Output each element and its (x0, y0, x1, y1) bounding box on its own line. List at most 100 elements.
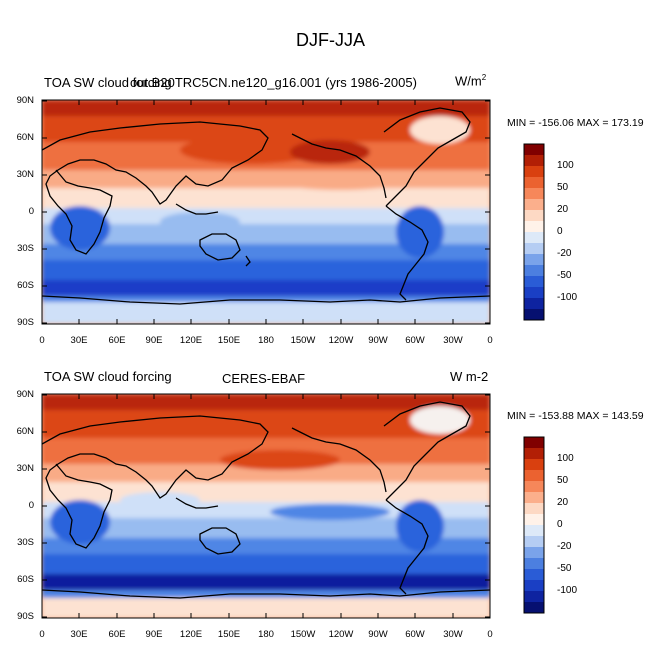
colorbar-swatch (524, 232, 544, 244)
colorbar-swatch (524, 188, 544, 200)
p2-lat-label: 90S (17, 611, 34, 622)
p1-lon-label: 150W (290, 335, 316, 346)
p1-lon-label: 0 (39, 335, 45, 346)
colorbar-swatch (524, 514, 544, 526)
colorbar-swatch (524, 298, 544, 310)
p2-lon-label: 0 (39, 629, 45, 640)
colorbar-swatch (524, 448, 544, 460)
p2-lon-label: 60E (108, 629, 126, 640)
p1-lon-label: 60W (405, 335, 425, 346)
panel2-map-field (42, 394, 490, 618)
colorbar-swatch (524, 503, 544, 515)
p1-cbar-label: 20 (557, 204, 569, 215)
p2-lon-label: 90W (368, 629, 388, 640)
p1-lat-label: 90S (17, 317, 34, 328)
colorbar-swatch (524, 155, 544, 167)
p2-lat-label: 60N (16, 426, 34, 437)
colorbar-swatch (524, 199, 544, 211)
colorbar-swatch (524, 221, 544, 233)
p1-lon-label: 180 (258, 335, 274, 346)
panel2-center-title: CERES-EBAF (222, 371, 306, 386)
colorbar-swatch (524, 437, 544, 449)
p2-lon-label: 0 (487, 629, 493, 640)
panel1-left-title: TOA SW cloud forcing (44, 75, 172, 90)
p2-lon-label: 150E (217, 629, 241, 640)
colorbar-frame (523, 143, 545, 321)
p1-lat-label: 30S (17, 243, 34, 254)
p2-lat-label: 60S (17, 574, 34, 585)
p1-cbar-label: -50 (557, 270, 572, 281)
p2-lat-label: 30N (16, 463, 34, 474)
p2-lon-label: 120E (179, 629, 203, 640)
p1-lon-label: 30E (70, 335, 88, 346)
colorbar-swatch (524, 569, 544, 581)
p2-lon-label: 30E (70, 629, 88, 640)
colorbar-swatch (524, 525, 544, 537)
p1-lon-label: 90W (368, 335, 388, 346)
colorbar-swatch (524, 243, 544, 255)
p1-lat-label: 90N (16, 95, 34, 106)
panel2-ticks (41, 394, 491, 618)
p2-cbar-label: -100 (557, 585, 578, 596)
panel1-colorbar (523, 143, 545, 321)
p2-lat-label: 30S (17, 537, 34, 548)
p1-lon-label: 120E (179, 335, 203, 346)
colorbar-swatch (524, 210, 544, 222)
colorbar-swatch (524, 459, 544, 471)
colorbar-swatch (524, 547, 544, 559)
p2-lon-label: 180 (258, 629, 274, 640)
p2-cbar-label: -50 (557, 563, 572, 574)
p1-lon-label: 120W (328, 335, 354, 346)
colorbar-swatch (524, 470, 544, 482)
panel1-minmax: MIN = -156.06 MAX = 173.19 (507, 117, 644, 129)
p2-cbar-label: -20 (557, 541, 572, 552)
p2-cbar-label: 0 (557, 519, 563, 530)
p2-cbar-label: 20 (557, 497, 569, 508)
p2-lat-label: 90N (16, 389, 34, 400)
colorbar-swatch (524, 166, 544, 178)
panel1-ticks (41, 100, 491, 324)
p1-cbar-label: -20 (557, 248, 572, 259)
panel2-colorbar (523, 436, 545, 614)
colorbar-swatch (524, 276, 544, 288)
p2-lon-label: 30W (443, 629, 463, 640)
p1-lat-label: 60S (17, 280, 34, 291)
colorbar-swatch (524, 591, 544, 603)
p1-lon-label: 0 (487, 335, 493, 346)
p1-cbar-label: -100 (557, 292, 578, 303)
p2-cbar-label: 100 (557, 453, 574, 464)
p1-lat-label: 0 (28, 206, 34, 217)
p1-cbar-label: 50 (557, 182, 569, 193)
p2-lon-label: 150W (290, 629, 316, 640)
p1-lon-label: 90E (145, 335, 163, 346)
p1-cbar-label: 0 (557, 226, 563, 237)
panel1-units: W/m2 (455, 73, 487, 89)
figure-title: DJF-JJA (296, 30, 365, 50)
panel1-map-field (42, 100, 490, 324)
p1-lon-label: 60E (108, 335, 126, 346)
colorbar-frame (523, 436, 545, 614)
p1-lon-label: 30W (443, 335, 463, 346)
p2-cbar-label: 50 (557, 475, 569, 486)
p2-lon-label: 60W (405, 629, 425, 640)
colorbar-swatch (524, 558, 544, 570)
colorbar-swatch (524, 144, 544, 156)
colorbar-swatch (524, 177, 544, 189)
colorbar-swatch (524, 265, 544, 277)
p2-lat-label: 0 (28, 500, 34, 511)
p2-lon-label: 90E (145, 629, 163, 640)
colorbar-swatch (524, 536, 544, 548)
colorbar-swatch (524, 602, 544, 614)
colorbar-swatch (524, 254, 544, 266)
p1-lat-label: 60N (16, 132, 34, 143)
panel2-left-title: TOA SW cloud forcing (44, 369, 172, 384)
colorbar-swatch (524, 309, 544, 321)
p1-lat-label: 30N (16, 169, 34, 180)
panel1-center-title: out.B20TRC5CN.ne120_g16.001 (yrs 1986-20… (130, 75, 417, 90)
colorbar-swatch (524, 492, 544, 504)
colorbar-swatch (524, 580, 544, 592)
p1-cbar-label: 100 (557, 160, 574, 171)
panel2-minmax: MIN = -153.88 MAX = 143.59 (507, 410, 644, 422)
colorbar-swatch (524, 287, 544, 299)
